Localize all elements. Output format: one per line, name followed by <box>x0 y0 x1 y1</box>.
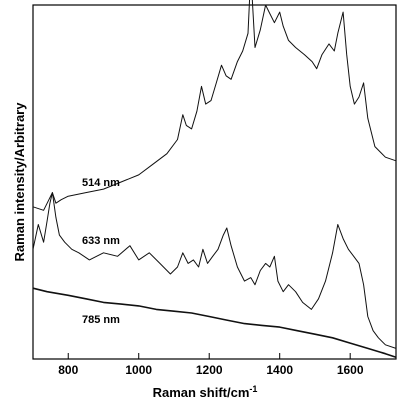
series-line-514nm <box>32 0 397 211</box>
series-lines <box>32 0 397 358</box>
annotation-785nm: 785 nm <box>82 314 120 326</box>
x-tick-label: 1000 <box>125 363 152 377</box>
x-tick-label: 1200 <box>196 363 223 377</box>
annotation-514nm: 514 nm <box>82 177 120 189</box>
x-axis-label-superscript: -1 <box>249 384 257 394</box>
y-axis-label: Raman intensity/Arbitrary <box>12 102 27 262</box>
x-ticks: 800 1000 1200 1400 1600 <box>58 353 364 377</box>
x-tick-label: 1400 <box>266 363 293 377</box>
x-axis-label: Raman shift/cm-1 <box>153 384 258 400</box>
series-line-785nm <box>32 287 397 358</box>
x-tick-label: 1600 <box>337 363 364 377</box>
plot-frame <box>32 4 397 360</box>
x-tick-label: 800 <box>58 363 78 377</box>
annotation-633nm: 633 nm <box>82 235 120 247</box>
x-axis-label-text: Raman shift/cm <box>153 385 250 400</box>
series-line-633nm <box>32 192 397 349</box>
